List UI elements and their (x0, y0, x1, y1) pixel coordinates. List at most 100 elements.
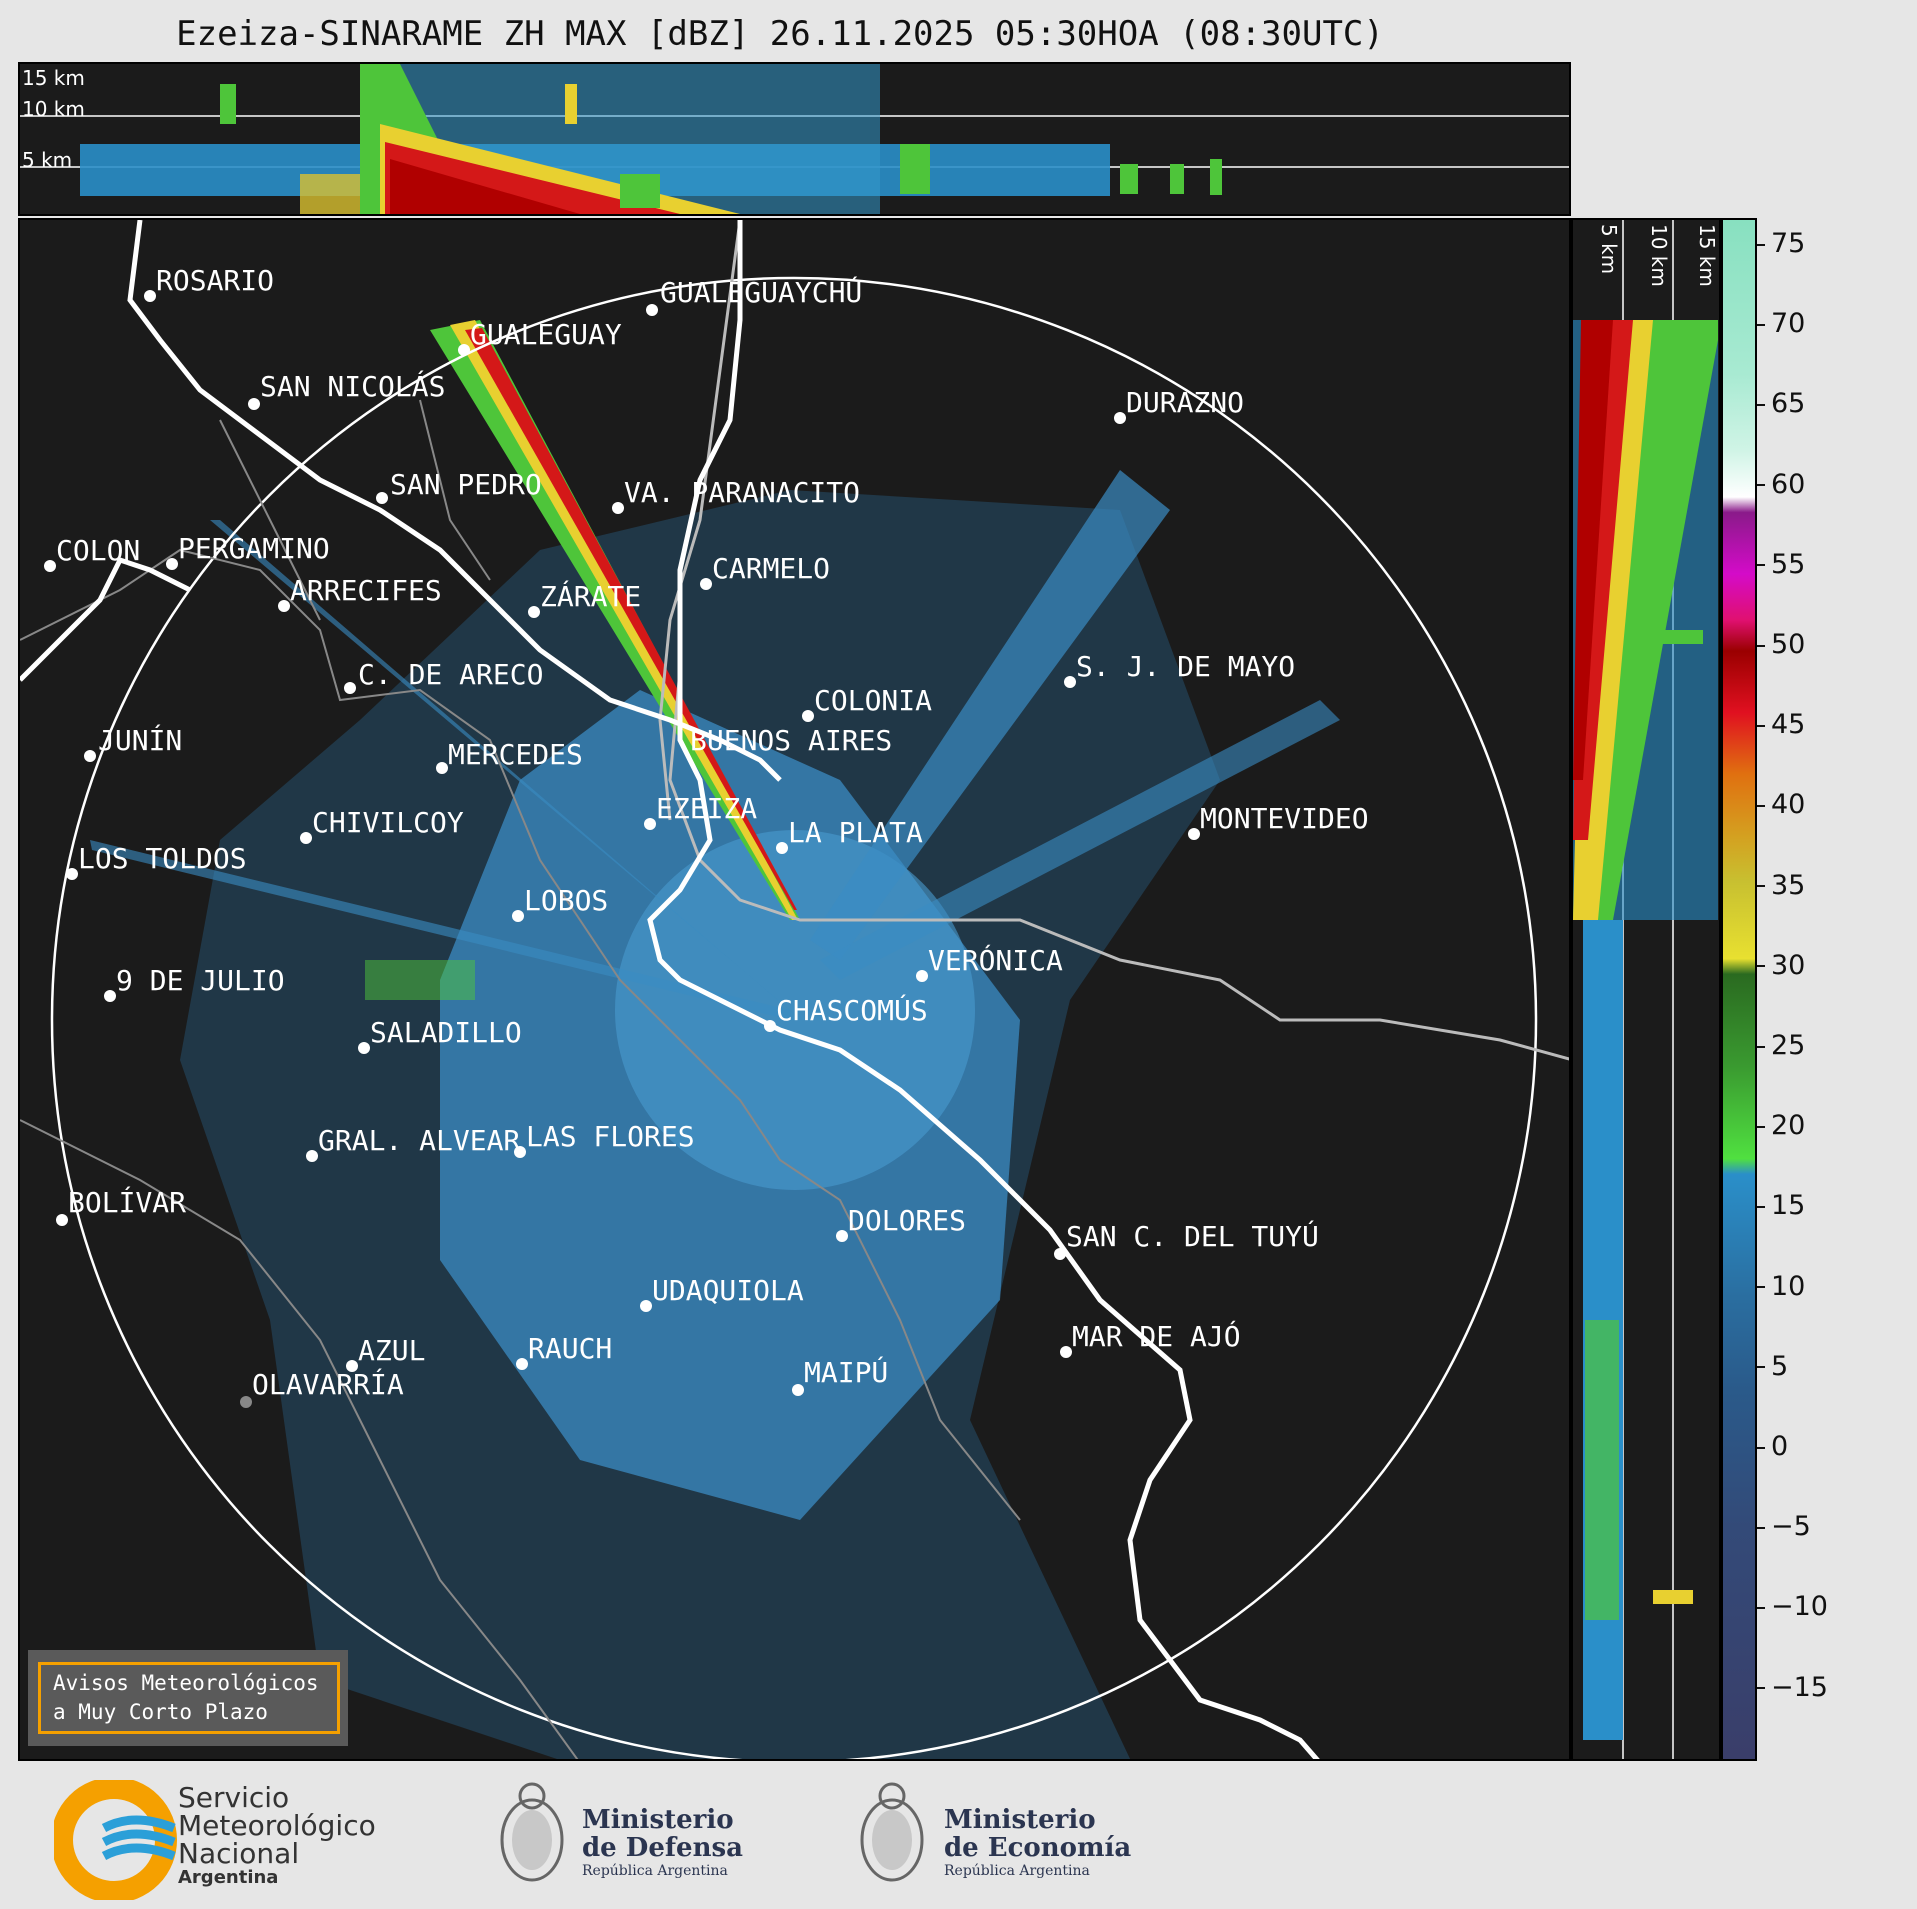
city-label-los-toldos: LOS TOLDOS (78, 842, 247, 875)
colorbar-tick-label: 55 (1757, 549, 1805, 580)
economia-line-2: de Economía (944, 1833, 1132, 1863)
colorbar-tick-label: 35 (1757, 870, 1805, 901)
city-dot-9-de-julio (104, 990, 116, 1002)
city-label-lobos: LOBOS (524, 884, 609, 917)
city-dot-mar-de-ajo (1060, 1346, 1072, 1358)
city-label-gualeguaychu: GUALEGUAYCHÚ (660, 276, 863, 309)
colorbar-tick-label: 15 (1757, 1190, 1805, 1221)
city-dot-gualeguaychu (646, 304, 658, 316)
city-label-mercedes: MERCEDES (448, 738, 583, 771)
city-label-maipu: MAIPÚ (804, 1356, 889, 1389)
city-dot-carmelo (700, 578, 712, 590)
height-label-5km: 5 km (22, 148, 73, 172)
defensa-line-1: Ministerio (582, 1805, 734, 1835)
city-label-saladillo: SALADILLO (370, 1016, 522, 1049)
side-height-label-15km: 15 km (1695, 224, 1719, 287)
city-dot-san-c-del-tuyu (1054, 1248, 1066, 1260)
side-cross-section-plot (1573, 220, 1718, 1759)
city-dot-arrecifes (278, 600, 290, 612)
city-dot-pergamino (166, 558, 178, 570)
city-dot-gral-alvear (306, 1150, 318, 1162)
colorbar-tick-label: 25 (1757, 1030, 1805, 1061)
city-dot-va-paranacito (612, 502, 624, 514)
city-dot-mercedes (436, 762, 448, 774)
colorbar-tick-label: −5 (1757, 1511, 1811, 1542)
smn-line-2: Meteorológico (178, 1809, 376, 1842)
city-dot-las-flores (514, 1146, 526, 1158)
city-dot-dolores (836, 1230, 848, 1242)
city-dot-colon (44, 560, 56, 572)
city-label-pergamino: PERGAMINO (178, 532, 330, 565)
defensa-line-3: República Argentina (582, 1863, 728, 1879)
colorbar-tick-label: 65 (1757, 388, 1805, 419)
city-dot-veronica (916, 970, 928, 982)
city-label-olavarria: OLAVARRÍA (252, 1368, 404, 1401)
city-dot-los-toldos (66, 868, 78, 880)
colorbar (1721, 218, 1757, 1761)
colorbar-tick-label: 45 (1757, 709, 1805, 740)
city-dot-chivilcoy (300, 832, 312, 844)
colorbar-tick-label: 70 (1757, 308, 1805, 339)
city-label-gualeguay: GUALEGUAY (470, 318, 622, 351)
side-height-label-10km: 10 km (1647, 224, 1671, 287)
defensa-coat-of-arms-icon (500, 1782, 564, 1882)
colorbar-tick-label: −10 (1757, 1591, 1828, 1622)
smn-logo-icon (54, 1780, 177, 1900)
city-label-chascomus: CHASCOMÚS (776, 994, 928, 1027)
city-label-san-nicolas: SAN NICOLÁS (260, 370, 446, 403)
side-cross-section-panel: 5 km 10 km 15 km (1571, 218, 1721, 1761)
city-label-zarate: ZÁRATE (540, 580, 642, 613)
city-dot-udaquiola (640, 1300, 652, 1312)
colorbar-tick-label: 50 (1757, 629, 1805, 660)
chart-title: Ezeiza-SINARAME ZH MAX [dBZ] 26.11.2025 … (176, 14, 1384, 54)
city-label-carmelo: CARMELO (712, 552, 831, 585)
city-label-montevideo: MONTEVIDEO (1200, 802, 1369, 835)
warning-line-1: Avisos Meteorológicos (53, 1671, 319, 1695)
colorbar-tick-label: 20 (1757, 1110, 1805, 1141)
colorbar-tick-label: 30 (1757, 950, 1805, 981)
city-dot-lobos (512, 910, 524, 922)
side-height-label-5km: 5 km (1597, 224, 1621, 275)
city-dot-zarate (528, 606, 540, 618)
city-label-veronica: VERÓNICA (928, 944, 1063, 977)
radar-map (20, 220, 1569, 1759)
city-dot-gualeguay (458, 344, 470, 356)
city-label-ezeiza: EZEIZA (656, 792, 758, 825)
colorbar-tick-label: 0 (1757, 1431, 1788, 1462)
economia-line-3: República Argentina (944, 1863, 1090, 1879)
city-dot-azul (346, 1360, 358, 1372)
city-label-la-plata: LA PLATA (788, 816, 923, 849)
city-label-colonia: COLONIA (814, 684, 933, 717)
smn-line-3: Nacional (178, 1837, 300, 1870)
city-label-va-paranacito: VA. PARANACITO (624, 476, 861, 509)
city-dot-junin (84, 750, 96, 762)
city-label-durazno: DURAZNO (1126, 386, 1245, 419)
city-dot-ezeiza (644, 818, 656, 830)
colorbar-tick-label: 40 (1757, 789, 1805, 820)
city-label-colon: COLON (56, 534, 141, 567)
city-label-mar-de-ajo: MAR DE AJÓ (1072, 1320, 1241, 1353)
city-dot-san-nicolas (248, 398, 260, 410)
city-label-buenos-aires: BUENOS AIRES (690, 724, 893, 757)
city-dot-saladillo (358, 1042, 370, 1054)
city-dot-montevideo (1188, 828, 1200, 840)
radar-map-panel: ROSARIO GUALEGUAYCHÚ GUALEGUAY SAN NICOL… (18, 218, 1571, 1761)
city-dot-sj-de-mayo (1064, 676, 1076, 688)
city-dot-chascomus (764, 1020, 776, 1032)
city-label-c-de-areco: C. DE ARECO (358, 658, 544, 691)
city-label-gral-alvear: GRAL. ALVEAR (318, 1124, 521, 1157)
city-label-dolores: DOLORES (848, 1204, 967, 1237)
city-dot-san-pedro (376, 492, 388, 504)
defensa-line-2: de Defensa (582, 1833, 743, 1863)
city-dot-c-de-areco (344, 682, 356, 694)
city-label-azul: AZUL (358, 1334, 426, 1367)
colorbar-tick-label: 5 (1757, 1351, 1788, 1382)
city-label-arrecifes: ARRECIFES (290, 574, 442, 607)
city-dot-durazno (1114, 412, 1126, 424)
city-label-rauch: RAUCH (528, 1332, 613, 1365)
height-label-15km: 15 km (22, 66, 85, 90)
warning-box[interactable]: Avisos Meteorológicos a Muy Corto Plazo (38, 1662, 340, 1734)
colorbar-tick-label: 60 (1757, 469, 1805, 500)
colorbar-tick-label: 10 (1757, 1271, 1805, 1302)
colorbar-tick-label: 75 (1757, 228, 1805, 259)
